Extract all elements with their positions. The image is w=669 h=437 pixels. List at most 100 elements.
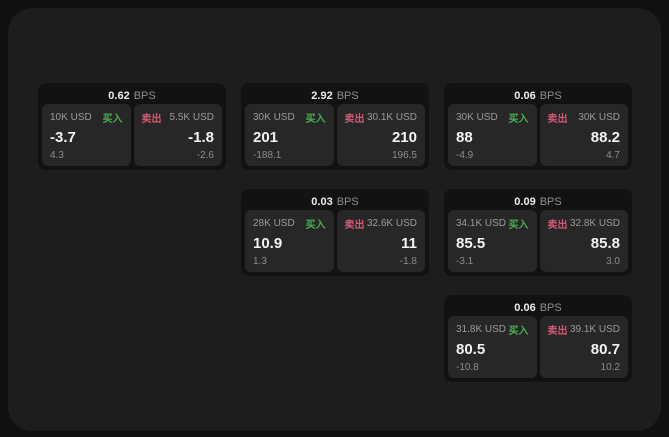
buy-delta: -10.8 [456, 362, 479, 373]
sell-label: 卖出 [547, 326, 568, 337]
bps-header: 0.62 BPS [42, 87, 222, 104]
quotes-grid: 0.62 BPS 10K USD 买入 -3.7 4.3 卖出 5.5K USD [38, 83, 632, 382]
sell-tile[interactable]: 卖出 32.8K USD 85.8 3.0 [539, 210, 628, 272]
main-panel: 0.62 BPS 10K USD 买入 -3.7 4.3 卖出 5.5K USD [8, 8, 661, 431]
bps-header: 0.03 BPS [245, 193, 425, 210]
bps-unit: BPS [336, 195, 359, 208]
quote-card: 0.09 BPS 34.1K USD 买入 85.5 -3.1 卖出 32.8K… [444, 189, 632, 276]
buy-top-row: 31.8K USD 买入 [456, 322, 529, 337]
buy-delta: 1.3 [253, 256, 267, 267]
sell-price: 11 [401, 235, 417, 252]
sell-top-row: 卖出 32.6K USD [345, 216, 418, 231]
sell-price: 210 [391, 129, 417, 146]
buy-price: 80.5 [456, 341, 486, 358]
buy-top-row: 34.1K USD 买入 [456, 216, 529, 231]
quote-card: 0.06 BPS 31.8K USD 买入 80.5 -10.8 卖出 39.1… [444, 295, 632, 382]
buy-amount: 30K USD [456, 112, 498, 123]
buy-amount: 10K USD [50, 112, 92, 123]
sell-top-row: 卖出 5.5K USD [142, 110, 215, 125]
sell-delta: 196.5 [391, 150, 417, 161]
sell-label: 卖出 [141, 114, 162, 125]
sell-top-row: 卖出 30K USD [548, 110, 621, 125]
sell-label: 卖出 [344, 114, 365, 125]
sell-price: 80.7 [590, 341, 620, 358]
buy-label: 买入 [508, 326, 529, 337]
buy-tile[interactable]: 30K USD 买入 201 -188.1 [245, 104, 334, 166]
buy-label: 买入 [102, 114, 123, 125]
buy-tile[interactable]: 30K USD 买入 88 -4.9 [448, 104, 537, 166]
sell-amount: 30K USD [578, 112, 620, 123]
sell-top-row: 卖出 30.1K USD [345, 110, 418, 125]
card-body: 30K USD 买入 201 -188.1 卖出 30.1K USD 210 1… [245, 104, 425, 166]
buy-top-row: 28K USD 买入 [253, 216, 326, 231]
card-body: 10K USD 买入 -3.7 4.3 卖出 5.5K USD -1.8 -2.… [42, 104, 222, 166]
sell-label: 卖出 [344, 220, 365, 231]
buy-price: -3.7 [50, 129, 76, 146]
bps-value: 0.09 [514, 195, 536, 208]
sell-amount: 32.6K USD [366, 218, 417, 229]
sell-price: 88.2 [590, 129, 620, 146]
sell-delta: 4.7 [606, 150, 620, 161]
sell-delta: -2.6 [196, 150, 214, 161]
bps-value: 0.62 [108, 89, 130, 102]
quote-card: 0.06 BPS 30K USD 买入 88 -4.9 卖出 30K USD [444, 83, 632, 170]
bps-value: 0.06 [514, 89, 536, 102]
sell-label: 卖出 [547, 114, 568, 125]
sell-delta: 10.2 [600, 362, 620, 373]
quote-card: 0.62 BPS 10K USD 买入 -3.7 4.3 卖出 5.5K USD [38, 83, 226, 170]
buy-amount: 31.8K USD [456, 324, 507, 335]
buy-amount: 34.1K USD [456, 218, 507, 229]
buy-delta: -188.1 [253, 150, 282, 161]
sell-tile[interactable]: 卖出 30K USD 88.2 4.7 [539, 104, 628, 166]
buy-delta: -3.1 [456, 256, 474, 267]
bps-value: 0.06 [514, 301, 536, 314]
sell-amount: 32.8K USD [569, 218, 620, 229]
bps-value: 0.03 [311, 195, 333, 208]
buy-amount: 30K USD [253, 112, 295, 123]
buy-price: 10.9 [253, 235, 283, 252]
sell-tile[interactable]: 卖出 5.5K USD -1.8 -2.6 [133, 104, 222, 166]
bps-header: 0.06 BPS [448, 299, 628, 316]
sell-top-row: 卖出 39.1K USD [548, 322, 621, 337]
sell-tile[interactable]: 卖出 30.1K USD 210 196.5 [336, 104, 425, 166]
quote-card: 0.03 BPS 28K USD 买入 10.9 1.3 卖出 32.6K US… [241, 189, 429, 276]
buy-top-row: 30K USD 买入 [253, 110, 326, 125]
card-body: 30K USD 买入 88 -4.9 卖出 30K USD 88.2 4.7 [448, 104, 628, 166]
buy-label: 买入 [508, 220, 529, 231]
bps-header: 2.92 BPS [245, 87, 425, 104]
bps-unit: BPS [539, 89, 562, 102]
buy-top-row: 30K USD 买入 [456, 110, 529, 125]
buy-label: 买入 [508, 114, 529, 125]
sell-amount: 39.1K USD [569, 324, 620, 335]
sell-delta: 3.0 [606, 256, 620, 267]
sell-tile[interactable]: 卖出 39.1K USD 80.7 10.2 [539, 316, 628, 378]
buy-delta: -4.9 [456, 150, 474, 161]
buy-tile[interactable]: 10K USD 买入 -3.7 4.3 [42, 104, 131, 166]
buy-amount: 28K USD [253, 218, 295, 229]
bps-unit: BPS [133, 89, 156, 102]
bps-header: 0.09 BPS [448, 193, 628, 210]
card-body: 34.1K USD 买入 85.5 -3.1 卖出 32.8K USD 85.8… [448, 210, 628, 272]
bps-unit: BPS [336, 89, 359, 102]
buy-label: 买入 [305, 220, 326, 231]
sell-label: 卖出 [547, 220, 568, 231]
buy-tile[interactable]: 34.1K USD 买入 85.5 -3.1 [448, 210, 537, 272]
buy-delta: 4.3 [50, 150, 64, 161]
sell-amount: 5.5K USD [169, 112, 214, 123]
bps-unit: BPS [539, 195, 562, 208]
buy-price: 201 [253, 129, 279, 146]
sell-price: 85.8 [590, 235, 620, 252]
bps-value: 2.92 [311, 89, 333, 102]
sell-tile[interactable]: 卖出 32.6K USD 11 -1.8 [336, 210, 425, 272]
sell-delta: -1.8 [399, 256, 417, 267]
buy-tile[interactable]: 31.8K USD 买入 80.5 -10.8 [448, 316, 537, 378]
buy-tile[interactable]: 28K USD 买入 10.9 1.3 [245, 210, 334, 272]
bps-unit: BPS [539, 301, 562, 314]
card-body: 31.8K USD 买入 80.5 -10.8 卖出 39.1K USD 80.… [448, 316, 628, 378]
bps-header: 0.06 BPS [448, 87, 628, 104]
buy-price: 85.5 [456, 235, 486, 252]
card-body: 28K USD 买入 10.9 1.3 卖出 32.6K USD 11 -1.8 [245, 210, 425, 272]
buy-top-row: 10K USD 买入 [50, 110, 123, 125]
sell-top-row: 卖出 32.8K USD [548, 216, 621, 231]
buy-price: 88 [456, 129, 473, 146]
